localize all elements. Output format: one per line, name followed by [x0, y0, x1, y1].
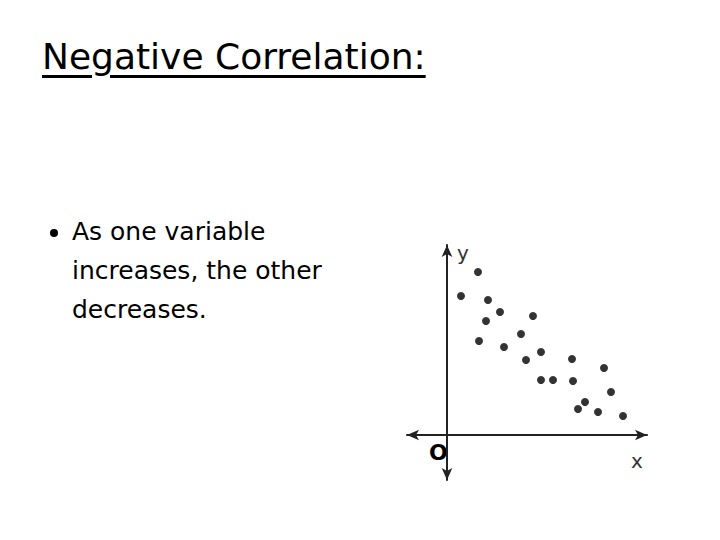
html-text:As one variable increases, the: As one variable increases, the other dec…	[72, 217, 322, 324]
html-text:Negative Correlation:: Negative Correlation:	[42, 36, 426, 77]
svg-text:O: O	[429, 440, 448, 465]
svg-text:y: y	[457, 241, 469, 265]
svg-text:x: x	[631, 449, 643, 473]
